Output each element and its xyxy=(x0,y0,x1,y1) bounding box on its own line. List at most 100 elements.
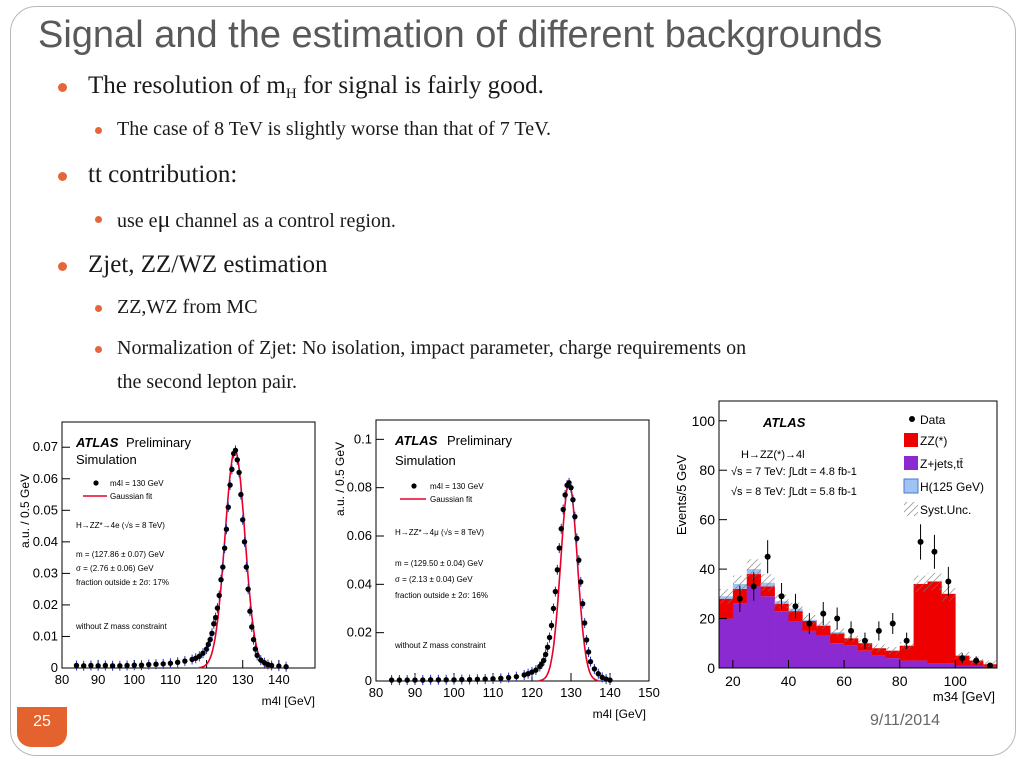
slide-title: Signal and the estimation of different b… xyxy=(38,14,883,56)
y-tick-label: 0.05 xyxy=(33,502,58,517)
slide-number: 25 xyxy=(17,707,67,747)
syst-unc-band xyxy=(746,559,761,579)
atlas-label: ATLAS xyxy=(762,415,806,430)
data-point xyxy=(587,658,594,665)
bullet-dot xyxy=(95,346,102,353)
data-point xyxy=(505,674,512,681)
data-point xyxy=(160,661,166,667)
bullet-normalization-line2: the second lepton pair. xyxy=(117,371,297,393)
x-tick-label: 100 xyxy=(443,685,465,700)
zjets-bar xyxy=(927,663,942,668)
y-tick-label: 0 xyxy=(707,660,715,676)
zjets-bar xyxy=(732,603,748,668)
data-point xyxy=(544,644,551,650)
syst-unc-band xyxy=(927,572,942,591)
simulation-label: Simulation xyxy=(76,452,137,467)
atlas-sub-label: Preliminary xyxy=(126,435,192,450)
atlas-label: ATLAS xyxy=(75,435,119,450)
x-tick-label: 120 xyxy=(521,685,543,700)
legend-fit-label: Gaussian fit xyxy=(110,492,153,501)
data-point xyxy=(404,677,410,683)
data-point xyxy=(533,667,539,673)
data-point xyxy=(227,482,233,488)
zz-bar xyxy=(719,598,734,619)
x-tick-label: 130 xyxy=(560,685,582,700)
data-point xyxy=(562,492,568,498)
data-point xyxy=(240,517,246,523)
data-point xyxy=(223,526,230,532)
data-point xyxy=(875,627,882,634)
data-point xyxy=(574,535,580,542)
zjets-bar xyxy=(746,586,761,668)
legend-data-marker xyxy=(909,416,915,422)
fit-sigma: σ = (2.76 ± 0.06) GeV xyxy=(76,564,154,573)
fit-sigma: σ = (2.13 ± 0.04) GeV xyxy=(395,575,473,584)
data-point xyxy=(558,526,564,532)
slide-date: 9/11/2014 xyxy=(870,712,940,729)
y-tick-label: 0.06 xyxy=(347,528,372,543)
fit-fraction: fraction outside ± 2σ: 17% xyxy=(76,578,169,587)
y-tick-label: 0.04 xyxy=(33,534,58,549)
data-point xyxy=(459,676,465,683)
y-tick-label: 40 xyxy=(699,561,715,577)
bullet-normalization-line1: Normalization of Zjet: No isolation, imp… xyxy=(117,337,747,359)
x-tick-label: 40 xyxy=(781,673,797,689)
data-point xyxy=(218,576,224,583)
zjets-bar xyxy=(830,643,845,668)
bullet-energy-comparison: The case of 8 TeV is slightly worse than… xyxy=(117,118,551,140)
x-tick-label: 120 xyxy=(196,672,218,687)
zjets-bar xyxy=(955,665,970,668)
data-point xyxy=(102,662,109,669)
data-point xyxy=(987,662,994,669)
data-point xyxy=(216,592,222,599)
lumi-8tev: √s = 8 TeV: ∫Ldt = 5.8 fb-1 xyxy=(731,486,857,498)
data-points xyxy=(388,477,613,686)
y-tick-label: 0.1 xyxy=(354,431,372,446)
bullet-resolution-pre: The resolution of m xyxy=(88,72,286,99)
x-tick-label: 80 xyxy=(892,673,908,689)
y-tick-label: 100 xyxy=(692,413,716,429)
data-point xyxy=(541,657,547,664)
zjets-bar xyxy=(816,635,831,668)
data-point xyxy=(451,677,457,683)
zz-bar xyxy=(927,581,942,664)
bullet-dot xyxy=(95,216,102,223)
y-axis-label: a.u. / 0.5 GeV xyxy=(18,474,32,548)
data-point xyxy=(232,447,239,454)
zjets-bar xyxy=(885,658,900,668)
data-point xyxy=(73,662,80,669)
bullet-tt-contribution: tt contribution: xyxy=(88,161,238,188)
stacked-histogram xyxy=(719,559,998,668)
data-point xyxy=(124,662,130,669)
data-point xyxy=(607,677,613,683)
data-points xyxy=(736,524,994,669)
bullet-dot xyxy=(58,83,67,92)
channel-label: H→ZZ*→4μ (√s = 8 TeV) xyxy=(395,528,484,537)
data-point xyxy=(283,664,289,670)
data-point xyxy=(513,673,520,680)
x-tick-label: 90 xyxy=(91,672,105,687)
zjets-bar xyxy=(844,645,859,668)
data-point xyxy=(243,564,250,570)
slide-frame xyxy=(10,6,1016,756)
x-tick-label: 20 xyxy=(725,673,741,689)
x-tick-label: 140 xyxy=(268,672,290,687)
zjets-bar xyxy=(760,596,775,668)
axis-ticks: 20 40 60 80 100 0 20 40 60 80 100 xyxy=(692,413,968,689)
data-point xyxy=(443,677,449,683)
data-point xyxy=(903,637,910,644)
data-point xyxy=(412,677,418,683)
data-point xyxy=(959,655,966,662)
plot-frame xyxy=(375,419,650,682)
data-point xyxy=(131,662,137,668)
legend-fit-label: Gaussian fit xyxy=(430,495,473,504)
data-point xyxy=(498,675,504,682)
data-point xyxy=(396,677,403,683)
data-points xyxy=(73,445,289,672)
bullet-dot xyxy=(95,305,102,312)
x-tick-label: 80 xyxy=(55,672,69,687)
x-tick-label: 140 xyxy=(599,685,621,700)
syst-unc-band xyxy=(885,646,900,655)
data-point xyxy=(245,586,251,592)
data-point xyxy=(931,548,938,555)
